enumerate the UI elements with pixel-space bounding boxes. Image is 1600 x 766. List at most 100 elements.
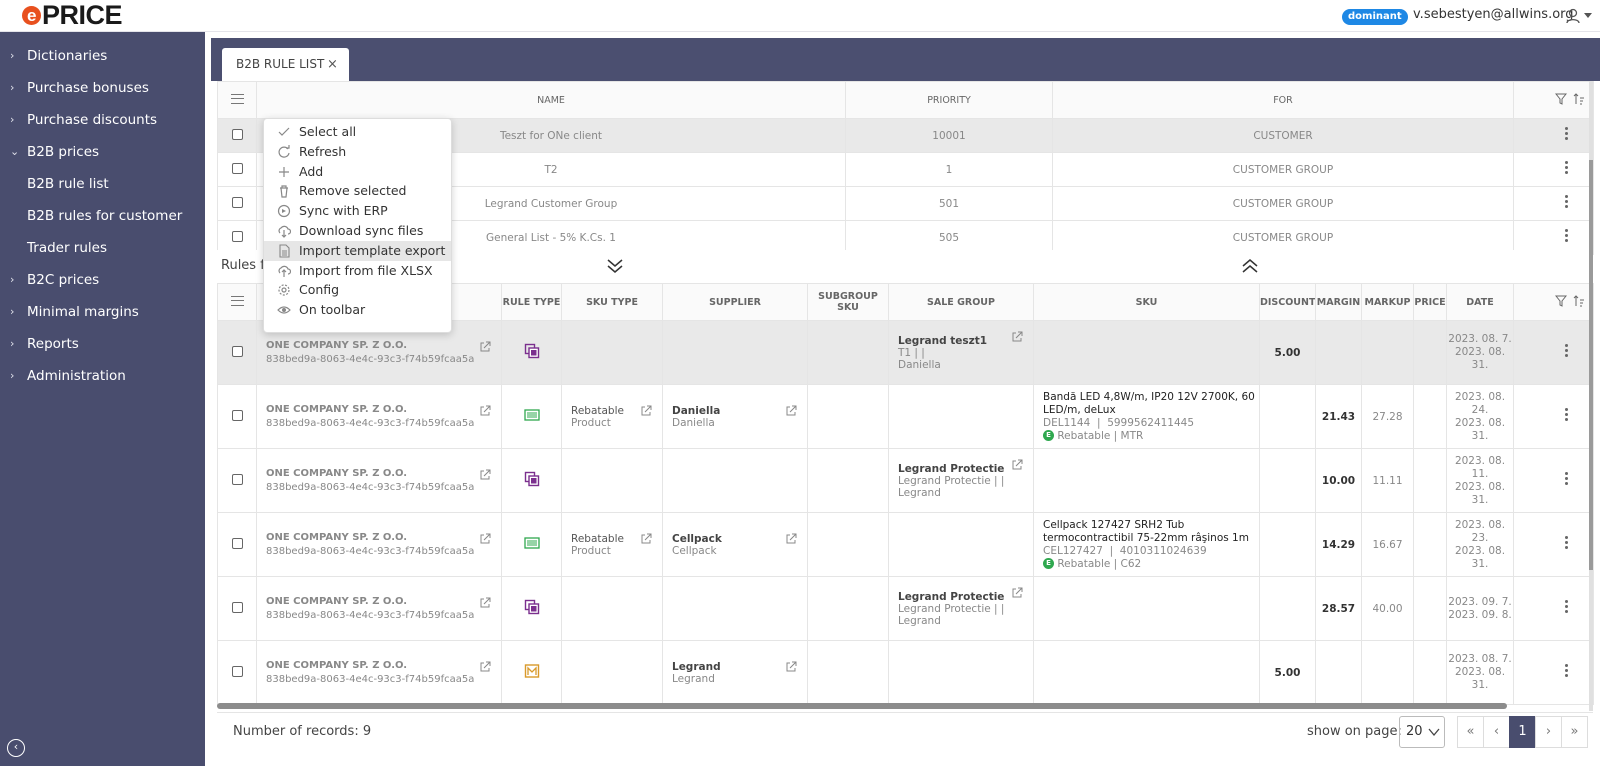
eprice-logo[interactable]: e PRICE	[22, 0, 123, 30]
more-vertical-icon[interactable]	[1565, 160, 1569, 176]
external-link-icon[interactable]	[785, 661, 797, 673]
vertical-scrollbar[interactable]	[1589, 160, 1593, 570]
sidebar-item-b2c-prices[interactable]: › B2C prices	[0, 264, 205, 296]
row-checkbox[interactable]	[231, 230, 243, 242]
sort-icon[interactable]	[1573, 92, 1585, 105]
column-header-margin[interactable]: MARGIN	[1315, 283, 1362, 321]
prev-page-button[interactable]: ‹	[1483, 716, 1510, 748]
row-checkbox[interactable]	[231, 601, 243, 613]
expand-down-icon[interactable]	[606, 257, 624, 275]
sidebar-item-reports[interactable]: › Reports	[0, 328, 205, 360]
external-link-icon[interactable]	[479, 597, 491, 609]
row-checkbox[interactable]	[231, 162, 243, 174]
external-link-icon[interactable]	[479, 661, 491, 673]
more-vertical-icon[interactable]	[1565, 535, 1569, 551]
sidebar-item-trader-rules[interactable]: Trader rules	[27, 240, 107, 256]
sidebar-item-b2b-rules-for-customer[interactable]: B2B rules for customer	[27, 208, 183, 224]
column-header-markup[interactable]: MARKUP	[1361, 283, 1414, 321]
menu-item-sync-with-erp[interactable]: Sync with ERP	[264, 201, 451, 221]
column-menu-cell[interactable]	[217, 283, 257, 321]
table-row[interactable]: ONE COMPANY SP. Z O.O. 838bed9a-8063-4e4c…	[217, 448, 1594, 513]
more-vertical-icon[interactable]	[1565, 228, 1569, 244]
more-vertical-icon[interactable]	[1565, 126, 1569, 142]
sidebar-item-b2b-prices[interactable]: ⌄ B2B prices	[0, 136, 205, 168]
hamburger-menu-icon[interactable]	[230, 93, 244, 104]
column-header-for[interactable]: FOR	[1052, 81, 1514, 119]
sidebar-item-b2b-rule-list[interactable]: B2B rule list	[27, 176, 109, 192]
column-header-subgroup-sku[interactable]: SUBGROUP SKU	[807, 283, 889, 321]
page-1-button[interactable]: 1	[1509, 716, 1536, 748]
menu-item-add[interactable]: Add	[264, 162, 451, 182]
sort-icon[interactable]	[1573, 294, 1585, 307]
external-link-icon[interactable]	[479, 405, 491, 417]
row-checkbox[interactable]	[231, 345, 243, 357]
table-row[interactable]: ONE COMPANY SP. Z O.O. 838bed9a-8063-4e4c…	[217, 640, 1594, 705]
sidebar-item-administration[interactable]: › Administration	[0, 360, 205, 392]
external-link-icon[interactable]	[479, 533, 491, 545]
external-link-icon[interactable]	[479, 341, 491, 353]
more-vertical-icon[interactable]	[1565, 343, 1569, 359]
column-header-sku-type[interactable]: SKU TYPE	[561, 283, 663, 321]
collapse-up-icon[interactable]	[1241, 257, 1259, 275]
table-row[interactable]: Teszt for ONe client 10001 CUSTOMER	[217, 118, 1594, 153]
column-menu-cell[interactable]	[217, 81, 257, 119]
menu-item-download-sync-files[interactable]: Download sync files	[264, 221, 451, 241]
tab-b2b-rule-list[interactable]: B2B RULE LIST ×	[222, 48, 349, 81]
menu-item-import-template-export[interactable]: Import template export	[264, 240, 451, 261]
more-vertical-icon[interactable]	[1565, 471, 1569, 487]
row-checkbox[interactable]	[231, 409, 243, 421]
external-link-icon[interactable]	[785, 405, 797, 417]
external-link-icon[interactable]	[479, 469, 491, 481]
menu-item-on-toolbar[interactable]: On toolbar	[264, 300, 451, 320]
row-checkbox[interactable]	[231, 665, 243, 677]
more-vertical-icon[interactable]	[1565, 194, 1569, 210]
collapse-sidebar-icon[interactable]: ‹	[7, 739, 25, 757]
row-checkbox[interactable]	[231, 473, 243, 485]
external-link-icon[interactable]	[1011, 331, 1023, 343]
menu-item-remove-selected[interactable]: Remove selected	[264, 181, 451, 201]
column-header-sku[interactable]: SKU	[1033, 283, 1260, 321]
menu-item-import-from-xlsx[interactable]: Import from file XLSX	[264, 261, 451, 281]
column-header-discount[interactable]: DISCOUNT	[1259, 283, 1316, 321]
column-header-date[interactable]: DATE	[1446, 283, 1514, 321]
sidebar-item-purchase-bonuses[interactable]: › Purchase bonuses	[0, 72, 205, 104]
external-link-icon[interactable]	[640, 405, 652, 417]
column-header-price[interactable]: PRICE	[1413, 283, 1447, 321]
table-row[interactable]: ONE COMPANY SP. Z O.O. 838bed9a-8063-4e4c…	[217, 384, 1594, 449]
more-vertical-icon[interactable]	[1565, 599, 1569, 615]
menu-item-select-all[interactable]: Select all	[264, 122, 451, 142]
user-email[interactable]: v.sebestyen@allwins.org	[1413, 7, 1574, 22]
row-checkbox[interactable]	[231, 128, 243, 140]
external-link-icon[interactable]	[1011, 459, 1023, 471]
external-link-icon[interactable]	[640, 533, 652, 545]
column-header-sale-group[interactable]: SALE GROUP	[888, 283, 1034, 321]
column-header-priority[interactable]: PRIORITY	[845, 81, 1053, 119]
external-link-icon[interactable]	[1011, 587, 1023, 599]
menu-item-refresh[interactable]: Refresh	[264, 142, 451, 162]
page-size-select[interactable]: 20	[1399, 716, 1445, 748]
column-header-rule-type[interactable]: RULE TYPE	[501, 283, 562, 321]
close-icon[interactable]: ×	[327, 57, 338, 72]
column-header-name[interactable]: NAME	[256, 81, 846, 119]
next-page-button[interactable]: ›	[1535, 716, 1562, 748]
column-header-supplier[interactable]: SUPPLIER	[662, 283, 808, 321]
sidebar-item-purchase-discounts[interactable]: › Purchase discounts	[0, 104, 205, 136]
first-page-button[interactable]: «	[1457, 716, 1484, 748]
table-row[interactable]: ONE COMPANY SP. Z O.O. 838bed9a-8063-4e4c…	[217, 576, 1594, 641]
filter-icon[interactable]	[1554, 295, 1568, 307]
user-icon[interactable]	[1565, 8, 1581, 24]
more-vertical-icon[interactable]	[1565, 663, 1569, 679]
more-vertical-icon[interactable]	[1565, 407, 1569, 423]
sidebar-item-dictionaries[interactable]: › Dictionaries	[0, 40, 205, 72]
filter-icon[interactable]	[1554, 93, 1568, 105]
external-link-icon[interactable]	[785, 533, 797, 545]
menu-item-config[interactable]: Config	[264, 280, 451, 300]
sidebar-item-minimal-margins[interactable]: › Minimal margins	[0, 296, 205, 328]
row-checkbox[interactable]	[231, 196, 243, 208]
last-page-button[interactable]: »	[1561, 716, 1588, 748]
hamburger-menu-icon[interactable]	[230, 295, 244, 306]
user-menu-caret-icon[interactable]	[1584, 13, 1592, 18]
row-checkbox[interactable]	[231, 537, 243, 549]
table-row[interactable]: ONE COMPANY SP. Z O.O. 838bed9a-8063-4e4c…	[217, 512, 1594, 577]
horizontal-scrollbar[interactable]	[217, 703, 1507, 709]
